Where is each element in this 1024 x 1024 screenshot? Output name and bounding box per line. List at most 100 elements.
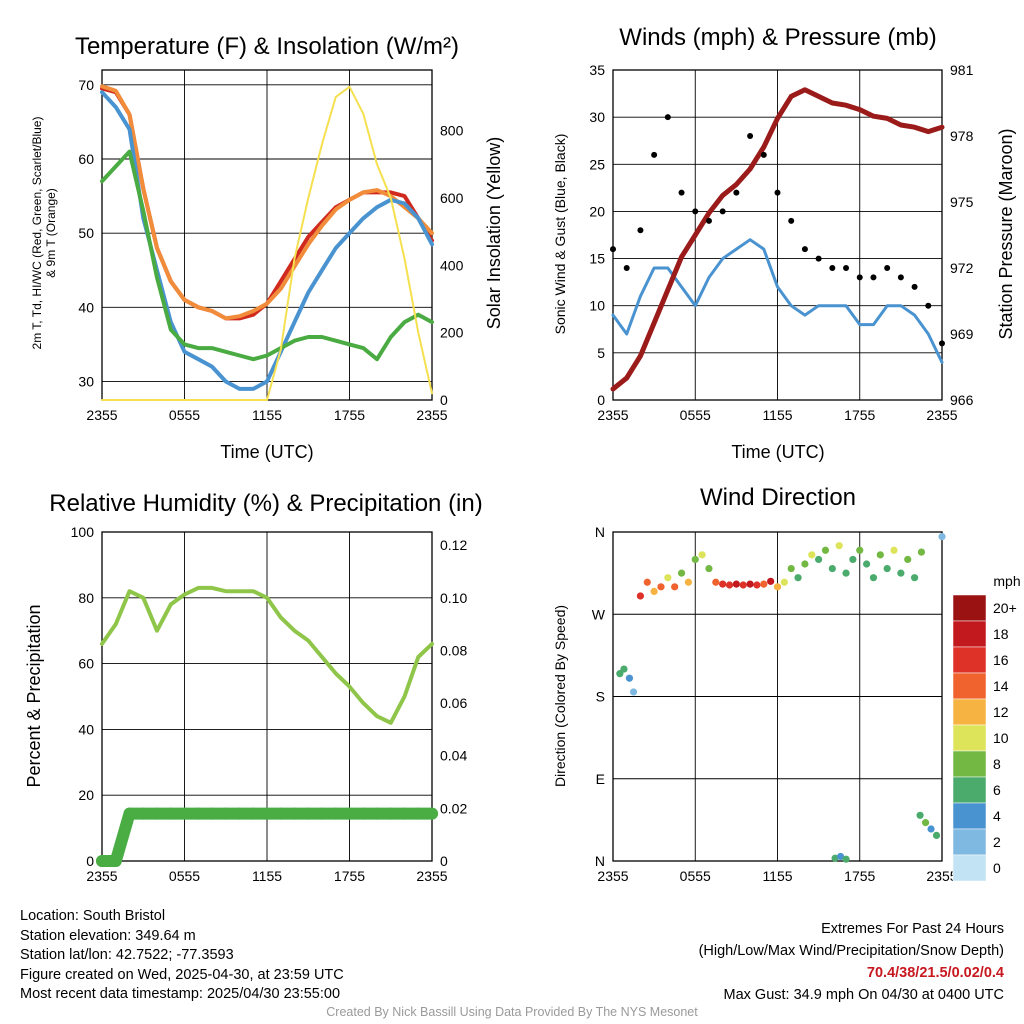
dir-y-tick-label: W	[592, 606, 606, 622]
temp-chart-title: Temperature (F) & Insolation (W/m²)	[75, 33, 459, 60]
rh-y2-tick-label: 0.12	[440, 537, 467, 553]
station-info: Location: South Bristol Station elevatio…	[20, 907, 344, 1005]
colorbar-swatch	[952, 672, 987, 700]
temp-x-tick-label: 0555	[169, 407, 200, 423]
colorbar-swatch	[952, 724, 987, 752]
extremes-panel: Extremes For Past 24 Hours (High/Low/Max…	[699, 918, 1004, 1006]
rh-y2-tick-label: 0.04	[440, 748, 467, 764]
colorbar-swatch	[952, 828, 987, 856]
dir-point	[773, 583, 782, 591]
created-text: Figure created on Wed, 2025-04-30, at 23…	[20, 966, 344, 983]
rh-y-tick-label: 100	[71, 524, 95, 540]
winds-gust-point	[843, 265, 850, 271]
winds-gust-point	[925, 302, 932, 309]
winds-y-tick-label: 35	[589, 62, 605, 78]
rh-x-tick-label: 0555	[169, 868, 200, 884]
dir-x-tick-label: 1755	[844, 868, 875, 884]
winds-x-tick-label: 2355	[597, 407, 628, 423]
dir-point	[938, 532, 946, 541]
dir-point	[835, 542, 843, 550]
dir-point	[746, 580, 754, 588]
winds-y2-tick-label: 969	[950, 326, 974, 342]
colorbar-label: 18	[993, 626, 1009, 642]
winds-xlabel: Time (UTC)	[731, 442, 824, 462]
temp-x-tick-label: 1755	[334, 407, 365, 423]
colorbar-swatch	[952, 620, 987, 648]
winds-x-tick-label: 2355	[926, 407, 957, 423]
colorbar-label: 12	[993, 704, 1009, 720]
winds-gust-point	[623, 265, 630, 271]
rh-x-tick-label: 1155	[252, 868, 282, 884]
colorbar-label: 10	[993, 730, 1009, 746]
recent-data-text: Most recent data timestamp: 2025/04/30 2…	[20, 986, 341, 1003]
dir-point	[916, 811, 924, 819]
dir-point	[698, 551, 706, 559]
winds-gust-point	[705, 217, 712, 224]
winds-y-tick-label: 30	[589, 109, 605, 125]
rh-chart-title: Relative Humidity (%) & Precipitation (i…	[49, 490, 482, 517]
rh-series-relative-humidity	[100, 585, 434, 725]
dir-x-tick-label: 2355	[926, 868, 957, 884]
winds-gust-point	[801, 246, 808, 253]
extremes-subtitle: (High/Low/Max Wind/Precipitation/Snow De…	[698, 943, 1004, 959]
dir-point	[828, 564, 836, 573]
winds-ylabel-left: Sonic Wind & Gust (Blue, Black)	[552, 134, 568, 335]
winds-x-tick-label: 1155	[762, 407, 792, 423]
dir-point	[897, 569, 905, 577]
rh-y2-tick-label: 0.06	[440, 695, 467, 711]
rh-y-tick-label: 80	[78, 590, 94, 606]
winds-chart-title: Winds (mph) & Pressure (mb)	[619, 24, 936, 51]
dir-x-tick-label: 1155	[762, 868, 792, 884]
winds-gust-point	[733, 189, 740, 196]
dir-point	[657, 583, 665, 591]
colorbar-swatch	[952, 776, 987, 804]
dir-point	[712, 578, 720, 586]
dir-point	[705, 564, 713, 573]
temp-ylabel-right: Solar Insolation (Yellow)	[484, 137, 504, 329]
dir-point	[863, 560, 871, 568]
winds-x-tick-label: 0555	[680, 407, 711, 423]
winds-gust-point	[774, 189, 781, 196]
temp-series-solar-insolation	[101, 85, 433, 401]
colorbar-label: 20+	[993, 600, 1017, 616]
dir-point	[739, 581, 747, 589]
temp-y2-tick-label: 200	[440, 325, 464, 341]
temp-y-tick-label: 50	[78, 225, 94, 241]
dir-point	[650, 587, 658, 596]
colorbar-label: 2	[993, 834, 1001, 850]
dir-chart-title: Wind Direction	[700, 484, 856, 511]
dir-point	[842, 855, 850, 863]
winds-y2-tick-label: 966	[950, 392, 974, 408]
rh-ylabel-left: Percent & Precipitation	[24, 604, 44, 787]
dir-point	[883, 564, 891, 573]
temp-x-tick-label: 2355	[86, 407, 117, 423]
dir-x-tick-label: 0555	[680, 868, 711, 884]
dir-point	[808, 551, 816, 559]
dir-point	[732, 580, 740, 588]
dir-point	[753, 581, 761, 589]
extremes-title: Extremes For Past 24 Hours	[821, 921, 1004, 937]
temp-ylabel-line1: 2m T, Td, HI/WC (Red, Green, Scarlet/Blu…	[30, 117, 44, 350]
elevation-text: Station elevation: 349.64 m	[20, 927, 196, 944]
dir-point	[921, 819, 930, 827]
dir-y-tick-label: S	[596, 689, 605, 705]
winds-gust-point	[719, 208, 726, 215]
dir-point	[671, 583, 679, 591]
winds-gust-point	[692, 208, 699, 215]
dir-point	[856, 546, 864, 554]
winds-gust-point	[829, 265, 836, 271]
colorbar-label: 4	[993, 808, 1001, 824]
rh-y2-tick-label: 0	[440, 853, 448, 869]
dir-point	[725, 581, 734, 589]
dir-point	[904, 555, 912, 564]
colorbar-swatch	[952, 854, 987, 882]
colorbar-swatch	[952, 594, 987, 622]
winds-gust-point	[884, 265, 891, 271]
temp-y-tick-label: 60	[78, 151, 94, 167]
rh-x-tick-label: 2355	[86, 868, 117, 884]
temp-series-2m-td	[100, 149, 434, 362]
winds-series-station-pressure	[610, 87, 945, 392]
colorbar-label: 16	[993, 652, 1009, 668]
